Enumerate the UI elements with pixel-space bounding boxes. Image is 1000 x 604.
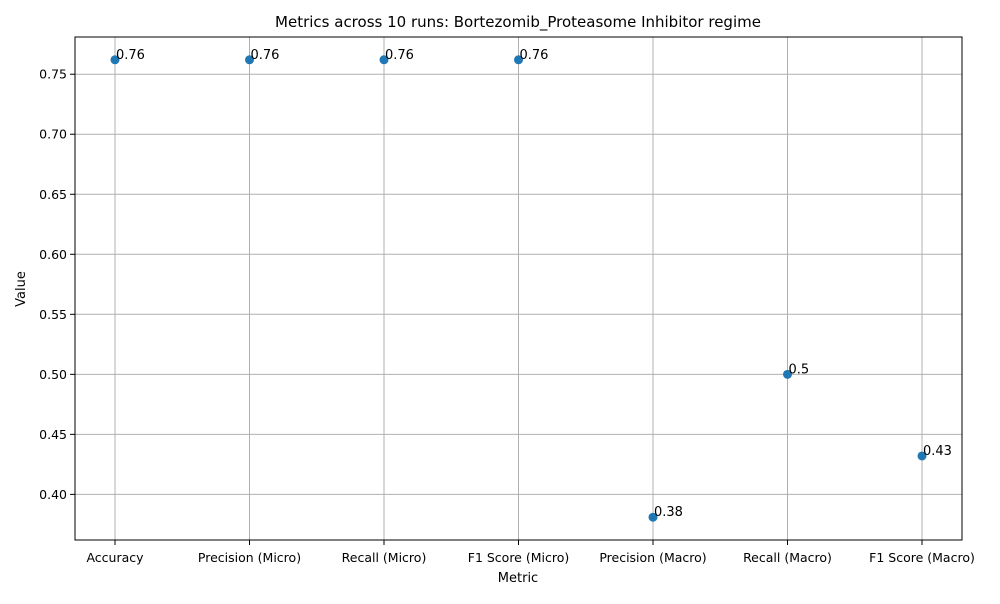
y-tick-label: 0.65 — [39, 187, 67, 202]
y-tick-label: 0.70 — [39, 127, 67, 142]
data-point — [245, 55, 254, 65]
x-tick-label: Accuracy — [86, 550, 144, 565]
grid-layer — [75, 37, 962, 540]
data-point — [379, 55, 389, 65]
data-point — [110, 55, 120, 65]
data-point — [648, 512, 658, 522]
y-tick-label: 0.55 — [39, 307, 67, 322]
data-point-label: 0.76 — [251, 48, 280, 63]
data-point — [514, 55, 523, 65]
y-tick-label: 0.75 — [39, 67, 67, 82]
x-tick-label: F1 Score (Macro) — [869, 550, 975, 565]
y-axis-label: Value — [14, 271, 29, 307]
x-tick-label: Recall (Macro) — [743, 550, 832, 565]
x-axis-label: Metric — [498, 571, 538, 586]
x-tick-label: Precision (Micro) — [198, 550, 301, 565]
data-point-label: 0.43 — [923, 444, 952, 459]
data-point — [917, 451, 927, 461]
data-point-label: 0.76 — [520, 48, 549, 63]
data-point-label: 0.76 — [116, 48, 145, 63]
marks-layer: 0.76 0.76 0.76 0.76 0.38 0.5 0.43 — [110, 48, 952, 522]
axes-layer: Accuracy Precision (Micro) Recall (Micro) F… — [39, 67, 975, 565]
y-tick-label: 0.60 — [39, 247, 67, 262]
x-tick-label: Precision (Macro) — [599, 550, 706, 565]
data-point-label: 0.5 — [789, 362, 810, 377]
x-tick-label: F1 Score (Micro) — [468, 550, 570, 565]
y-tick-label: 0.40 — [39, 487, 67, 502]
data-point-label: 0.38 — [654, 505, 683, 520]
data-point — [783, 369, 792, 379]
x-tick-label: Recall (Micro) — [342, 550, 427, 565]
y-tick-label: 0.50 — [39, 367, 67, 382]
data-point-label: 0.76 — [385, 48, 414, 63]
chart-title: Metrics across 10 runs: Bortezomib_Prote… — [275, 13, 761, 32]
y-tick-label: 0.45 — [39, 427, 67, 442]
